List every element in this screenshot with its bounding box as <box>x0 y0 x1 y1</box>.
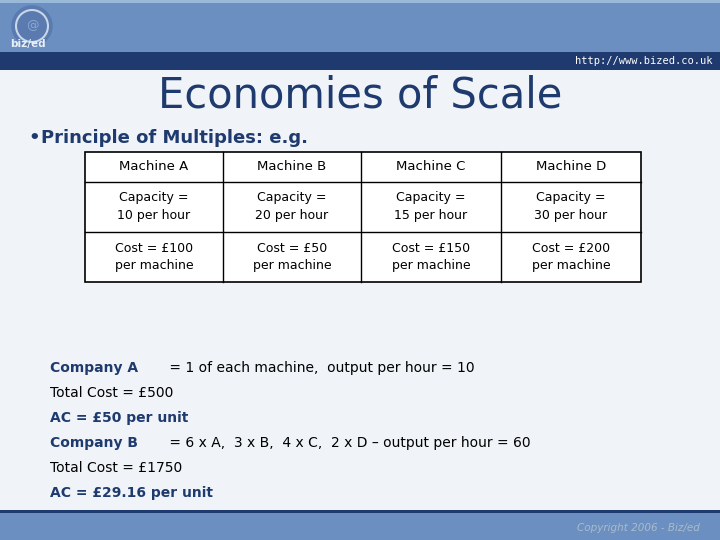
Text: Machine D: Machine D <box>536 160 606 173</box>
Text: = 1 of each machine,  output per hour = 10: = 1 of each machine, output per hour = 1… <box>165 361 474 375</box>
Text: http://www.bized.co.uk: http://www.bized.co.uk <box>575 56 712 66</box>
Text: Machine C: Machine C <box>396 160 466 173</box>
Text: Economies of Scale: Economies of Scale <box>158 74 562 116</box>
Text: Cost = £150
per machine: Cost = £150 per machine <box>392 241 470 273</box>
Text: Machine A: Machine A <box>120 160 189 173</box>
Text: Principle of Multiples: e.g.: Principle of Multiples: e.g. <box>41 129 308 147</box>
Text: Company B: Company B <box>50 436 138 450</box>
Bar <box>85 152 641 282</box>
Text: @: @ <box>26 19 38 32</box>
Text: Copyright 2006 - Biz/ed: Copyright 2006 - Biz/ed <box>577 523 700 533</box>
Circle shape <box>12 6 52 46</box>
Text: Capacity =
30 per hour: Capacity = 30 per hour <box>534 192 608 222</box>
Text: Total Cost = £500: Total Cost = £500 <box>50 386 174 400</box>
Text: Capacity =
20 per hour: Capacity = 20 per hour <box>256 192 328 222</box>
Bar <box>0 52 720 70</box>
Bar <box>0 0 720 3</box>
Text: biz/ed: biz/ed <box>10 39 45 49</box>
Text: Capacity =
15 per hour: Capacity = 15 per hour <box>395 192 467 222</box>
Bar <box>0 513 720 540</box>
Bar <box>0 0 720 52</box>
Text: Company A: Company A <box>50 361 138 375</box>
Bar <box>0 510 720 513</box>
Text: Cost = £50
per machine: Cost = £50 per machine <box>253 241 331 273</box>
Text: Cost = £200
per machine: Cost = £200 per machine <box>531 241 611 273</box>
Text: Capacity =
10 per hour: Capacity = 10 per hour <box>117 192 191 222</box>
Text: Machine B: Machine B <box>257 160 327 173</box>
Text: Total Cost = £1750: Total Cost = £1750 <box>50 461 182 475</box>
Text: AC = £50 per unit: AC = £50 per unit <box>50 411 189 425</box>
Text: •: • <box>28 129 40 147</box>
Text: = 6 x A,  3 x B,  4 x C,  2 x D – output per hour = 60: = 6 x A, 3 x B, 4 x C, 2 x D – output pe… <box>165 436 530 450</box>
Text: AC = £29.16 per unit: AC = £29.16 per unit <box>50 486 213 500</box>
Text: Cost = £100
per machine: Cost = £100 per machine <box>114 241 193 273</box>
